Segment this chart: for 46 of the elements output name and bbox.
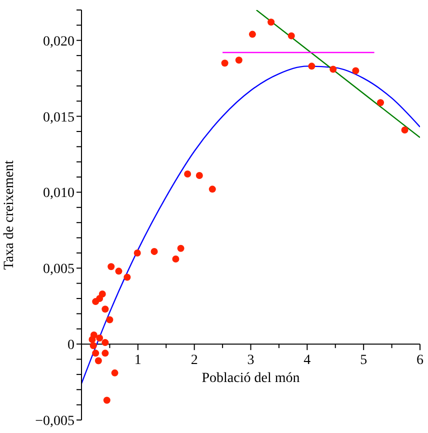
point [330,66,337,73]
point [98,290,106,298]
point [92,350,100,357]
point [377,99,384,106]
y-tick-label: 0,010 [43,186,74,202]
point [196,172,203,180]
point [102,350,109,357]
point [208,186,216,193]
point [90,342,97,350]
point [103,396,110,404]
x-tick-label: 4 [304,353,311,368]
point [106,316,114,324]
point [352,67,360,74]
point [88,336,96,344]
x-tick-label: 3 [247,353,254,368]
y-tick-label: 0,020 [43,34,74,50]
point [221,60,228,67]
point [124,274,131,281]
point [268,18,275,26]
point [308,62,316,70]
y-tick-label: −0,005 [35,414,74,429]
x-tick-label: 1 [134,353,142,368]
x-tick-label: 6 [416,353,424,368]
point [108,263,115,270]
point [134,249,141,256]
y-tick-label: 0,015 [43,110,74,126]
point [111,369,118,376]
x-axis-title: Població del món [202,371,300,386]
y-axis-title: Taxa de creixement [2,160,17,270]
y-tick-label: 0,005 [43,262,74,278]
point [184,170,192,178]
x-tick-label: 2 [190,353,198,368]
point [150,248,158,255]
point [177,244,184,252]
point [288,32,295,40]
y-tick-label: 0 [68,338,74,354]
point [102,339,109,346]
point [94,357,102,364]
point [401,126,408,134]
point [115,268,122,275]
point [102,306,109,313]
point [248,30,256,38]
point [96,334,104,342]
x-tick-label: 5 [360,353,368,368]
point [172,256,180,263]
point [235,56,242,64]
